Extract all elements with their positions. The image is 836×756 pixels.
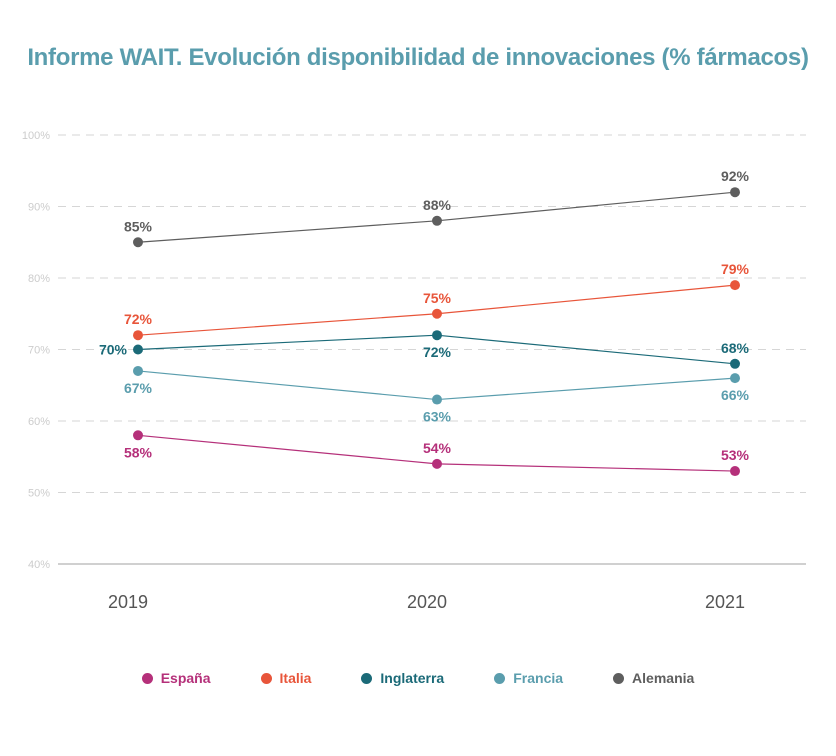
data-point: [432, 330, 442, 341]
legend-marker: [141, 672, 153, 684]
legend-label: España: [160, 670, 211, 686]
legend-marker: [361, 672, 373, 684]
legend-marker: [260, 672, 272, 684]
data-point: [730, 358, 740, 369]
y-tick-label: 90%: [28, 202, 50, 214]
y-tick-label: 80%: [28, 273, 50, 285]
y-tick-label: 70%: [28, 345, 50, 357]
data-point: [730, 373, 740, 384]
data-point: [730, 280, 740, 291]
legend-label: Francia: [513, 670, 564, 686]
legend: España Italia Inglaterra Francia Alemania: [0, 670, 836, 686]
data-label: 75%: [423, 290, 452, 306]
data-label: 70%: [99, 342, 128, 358]
x-tick-label: 2020: [407, 592, 447, 612]
data-label: 58%: [124, 444, 153, 460]
y-tick-label: 40%: [28, 559, 50, 571]
data-label: 72%: [423, 344, 452, 360]
legend-label: Italia: [279, 670, 312, 686]
legend-marker: [613, 672, 625, 684]
data-point: [432, 394, 442, 405]
x-tick-label: 2019: [108, 592, 148, 612]
data-label: 63%: [423, 409, 452, 425]
data-label: 92%: [721, 168, 750, 184]
legend-label: Alemania: [632, 670, 695, 686]
legend-item: Alemania: [613, 670, 694, 686]
data-label: 85%: [124, 218, 153, 234]
data-point: [730, 187, 740, 198]
data-label: 88%: [423, 197, 452, 213]
x-tick-label: 2021: [705, 592, 745, 612]
data-point: [432, 308, 442, 319]
data-point: [730, 466, 740, 477]
chart-title: Informe WAIT. Evolución disponibilidad d…: [27, 44, 809, 71]
legend-label: Inglaterra: [380, 670, 445, 686]
y-tick-label: 60%: [28, 416, 50, 428]
legend-marker: [494, 672, 506, 684]
data-point: [432, 215, 442, 226]
y-tick-label: 100%: [22, 130, 50, 142]
legend-item: España: [141, 670, 211, 686]
data-point: [133, 344, 143, 355]
legend-item: Inglaterra: [361, 670, 444, 686]
data-label: 68%: [721, 340, 750, 356]
data-point: [133, 237, 143, 248]
data-label: 72%: [124, 311, 153, 327]
legend-item: Italia: [260, 670, 312, 686]
data-point: [432, 458, 442, 469]
data-label: 54%: [423, 440, 452, 456]
data-label: 79%: [721, 261, 750, 277]
y-tick-label: 50%: [28, 488, 50, 500]
data-label: 53%: [721, 447, 750, 463]
data-label: 66%: [721, 387, 750, 403]
data-label: 67%: [124, 380, 153, 396]
data-point: [133, 430, 143, 441]
data-point: [133, 365, 143, 376]
legend-item: Francia: [494, 670, 563, 686]
data-point: [133, 330, 143, 341]
